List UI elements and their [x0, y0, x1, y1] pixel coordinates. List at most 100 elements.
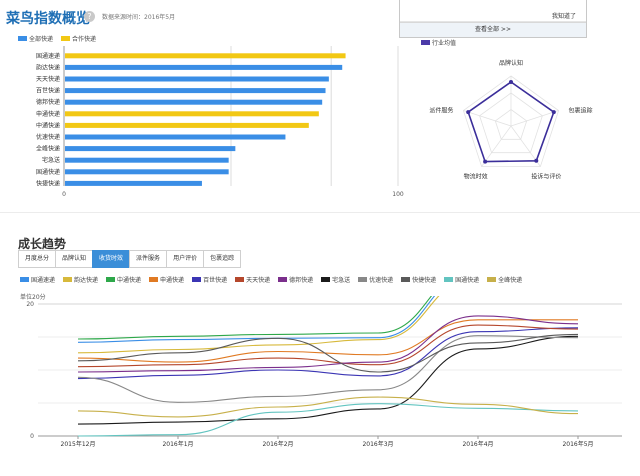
legend-item-series[interactable]: 快捷快递	[401, 275, 436, 284]
legend-item-series[interactable]: 韵达快递	[63, 275, 98, 284]
y-tick-label: 0	[30, 433, 34, 440]
bar[interactable]	[65, 157, 229, 163]
bar[interactable]	[65, 64, 343, 70]
radar-point[interactable]	[551, 110, 556, 115]
bar-category-label: 韵达快递	[36, 63, 60, 71]
x-tick-label: 2016年2月	[262, 440, 293, 448]
series-line[interactable]	[77, 335, 579, 425]
radar-series-polygon	[467, 81, 555, 163]
bar[interactable]	[65, 169, 229, 175]
legend-item-series[interactable]: 德邦快递	[278, 275, 313, 284]
legend-swatch	[421, 40, 430, 45]
radar-grid	[462, 75, 560, 167]
y-axis-unit: 单位20分	[20, 294, 46, 301]
legend-item-series[interactable]: 宅急送	[321, 275, 350, 284]
radar-grid	[494, 109, 528, 140]
series-line[interactable]	[77, 396, 579, 418]
legend-label: 国通速递	[31, 277, 56, 284]
bar[interactable]	[65, 134, 286, 140]
radar-spoke	[510, 110, 559, 127]
legend-swatch	[358, 277, 368, 282]
series-line[interactable]	[77, 296, 478, 340]
series-line[interactable]	[77, 327, 579, 380]
legend-label: 天天快递	[246, 277, 271, 284]
legend-item-all[interactable]: 全部快递	[18, 34, 53, 43]
radar-point[interactable]	[534, 158, 539, 163]
bar-category-label: 中通快递	[36, 121, 60, 129]
legend-item-series[interactable]: 国通快递	[444, 275, 479, 284]
legend-item-series[interactable]: 百世快递	[192, 275, 227, 284]
view-all-button[interactable]: 查看全部 >>	[400, 22, 586, 37]
bar-category-label: 天天快递	[36, 75, 60, 83]
series-line[interactable]	[77, 335, 579, 403]
series-line[interactable]	[77, 324, 579, 368]
tab-delivery-timeliness[interactable]: 收货时效	[92, 250, 131, 268]
data-source-text: 数据来源时间：2016年5月	[102, 14, 176, 21]
y-tick-label: 20	[26, 301, 34, 308]
bar[interactable]	[65, 76, 329, 82]
radar-axis-label: 派件服务	[429, 107, 453, 115]
index-bar-chart: 国通速递韵达快递天天快递百世快递德邦快递申通快递中通快递优速快递全峰快递宅急送国…	[36, 46, 404, 198]
legend-item-series[interactable]: 优速快递	[358, 275, 393, 284]
series-line[interactable]	[77, 333, 579, 373]
bar-category-label: 申通快递	[36, 110, 60, 118]
legend-swatch	[18, 36, 27, 41]
legend-item-partner[interactable]: 合作快递	[61, 34, 96, 43]
bar-category-label: 德邦快递	[36, 98, 60, 106]
legend-item-series[interactable]: 全峰快递	[487, 275, 522, 284]
x-tick-label: 2016年4月	[462, 440, 493, 448]
bar-category-label: 快捷快递	[36, 179, 60, 187]
tooltip-popup: 我知道了 查看全部 >>	[399, 0, 587, 38]
bar[interactable]	[65, 53, 346, 59]
question-icon[interactable]: ?	[84, 11, 95, 22]
legend-label: 快捷快递	[412, 277, 437, 284]
legend-label: 全部快递	[29, 36, 54, 43]
bar[interactable]	[65, 122, 309, 128]
bar-legend: 全部快递 合作快递	[18, 34, 100, 43]
tab-brand-awareness[interactable]: 品牌认知	[55, 250, 94, 268]
tab-package-tracking[interactable]: 包裹追踪	[203, 250, 242, 268]
bar-category-label: 百世快递	[36, 87, 60, 95]
series-line[interactable]	[77, 296, 478, 343]
legend-swatch	[278, 277, 288, 282]
radar-axis-label: 投诉与评价	[531, 172, 561, 180]
x-tick-label: 2016年5月	[562, 440, 593, 448]
legend-item-series[interactable]: 国通速递	[20, 275, 55, 284]
bar[interactable]	[65, 146, 236, 152]
legend-label: 国通快递	[455, 277, 480, 284]
radar-point[interactable]	[509, 80, 513, 84]
legend-label: 宅急送	[332, 277, 351, 284]
legend-swatch	[63, 277, 73, 282]
radar-axis-label: 品牌认知	[499, 59, 523, 67]
series-line[interactable]	[77, 296, 478, 354]
series-line[interactable]	[77, 315, 579, 373]
bar[interactable]	[65, 99, 323, 105]
radar-point[interactable]	[483, 159, 488, 164]
legend-label: 合作快递	[72, 36, 97, 43]
radar-point[interactable]	[466, 110, 471, 115]
legend-label: 中通快递	[117, 277, 142, 284]
bar-category-label: 优速快递	[36, 133, 60, 141]
legend-item-series[interactable]: 中通快递	[106, 275, 141, 284]
legend-swatch	[401, 277, 411, 282]
bar[interactable]	[65, 88, 326, 94]
x-tick-label: 0	[62, 191, 66, 198]
tab-user-reviews[interactable]: 用户评价	[166, 250, 205, 268]
legend-label: 申通快递	[160, 277, 185, 284]
tab-dispatch-service[interactable]: 派件服务	[129, 250, 168, 268]
tab-monthly-score[interactable]: 月度总分	[18, 250, 57, 268]
series-line[interactable]	[77, 319, 578, 363]
legend-item-series[interactable]: 申通快递	[149, 275, 184, 284]
x-tick-label: 2016年3月	[362, 440, 393, 448]
bar[interactable]	[65, 111, 319, 117]
legend-label: 全峰快递	[498, 277, 523, 284]
legend-item-series[interactable]: 天天快递	[235, 275, 270, 284]
radar-spoke	[481, 125, 512, 167]
got-it-button[interactable]: 我知道了	[551, 13, 576, 20]
legend-swatch	[487, 277, 497, 282]
legend-label: 优速快递	[369, 277, 394, 284]
series-line[interactable]	[77, 403, 579, 437]
legend-swatch	[61, 36, 71, 41]
bar[interactable]	[65, 180, 202, 186]
legend-item-industry-avg[interactable]: 行业均值	[421, 38, 456, 47]
